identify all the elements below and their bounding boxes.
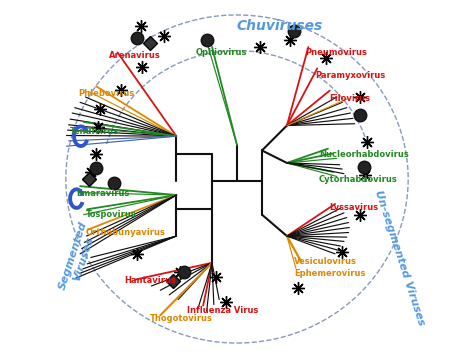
Text: Cytorhabdovirus: Cytorhabdovirus xyxy=(319,174,398,184)
Text: Thogotovirus: Thogotovirus xyxy=(150,314,212,323)
Text: Ephemerovirus: Ephemerovirus xyxy=(294,269,365,278)
Text: Tospovirus: Tospovirus xyxy=(85,210,136,219)
Text: Tenuivirus: Tenuivirus xyxy=(70,127,119,136)
Text: Phlebovirus: Phlebovirus xyxy=(78,89,135,98)
Text: Paramyxovirus: Paramyxovirus xyxy=(316,71,386,80)
Text: Vesiculovirus: Vesiculovirus xyxy=(294,257,357,266)
Text: Arenavirus: Arenavirus xyxy=(109,52,160,61)
Text: Hantavirus: Hantavirus xyxy=(125,276,176,285)
Text: Orthobunyavirus: Orthobunyavirus xyxy=(85,228,165,237)
Text: Nucleorhabdovirus: Nucleorhabdovirus xyxy=(319,150,409,159)
Text: Influenza Virus: Influenza Virus xyxy=(187,306,258,315)
Text: Lyssavirus: Lyssavirus xyxy=(330,203,379,212)
Text: Segmented
Viruses: Segmented Viruses xyxy=(57,220,100,295)
Text: Filovirus: Filovirus xyxy=(330,94,371,103)
Text: Pneumovirus: Pneumovirus xyxy=(305,48,366,57)
Text: Chuviruses: Chuviruses xyxy=(237,19,323,33)
Text: Un-segmented Viruses: Un-segmented Viruses xyxy=(373,189,426,326)
Text: Ophiovirus: Ophiovirus xyxy=(196,48,247,57)
Text: Emaravirus: Emaravirus xyxy=(76,189,130,198)
